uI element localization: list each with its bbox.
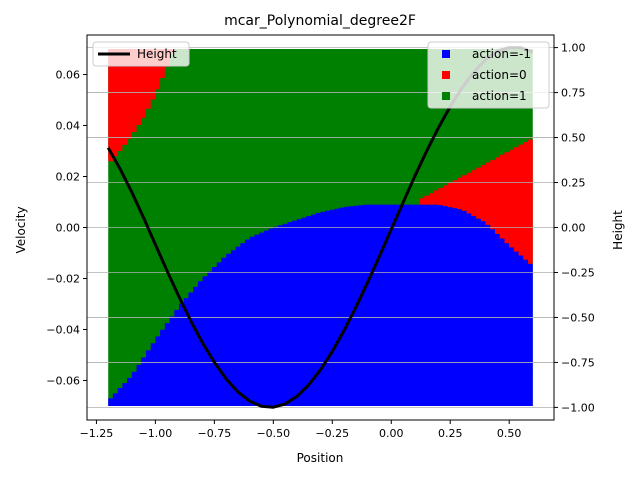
y-tick-label: −0.06 (46, 374, 80, 387)
x-tick-label: 0.50 (497, 427, 522, 440)
y2-tick-label: 0.75 (561, 87, 586, 100)
legend-swatch-action (442, 50, 450, 58)
y-tick-label: 0.04 (56, 120, 81, 133)
x-tick-label: 0.00 (379, 427, 404, 440)
legend-swatch-action (442, 92, 450, 100)
y-tick-label: −0.04 (46, 323, 80, 336)
plot-area (86, 34, 555, 421)
legend-label-action: action=-1 (472, 47, 531, 61)
y2-tick-label: −0.50 (561, 311, 595, 324)
y-tick-label: 0.06 (56, 69, 81, 82)
legend-label-action: action=1 (472, 89, 527, 103)
region-action-0-left (108, 49, 175, 162)
x-tick-label: −0.50 (256, 427, 290, 440)
region-action-0-right (419, 139, 533, 264)
legend-swatch-action (442, 71, 450, 79)
legend-height: Height (92, 41, 190, 67)
x-tick-label: −0.75 (198, 427, 232, 440)
legend-box (92, 41, 190, 67)
chart-title: mcar_Polynomial_degree2F (224, 13, 416, 29)
x-tick-label: −1.25 (80, 427, 114, 440)
y-tick-label: 0.00 (56, 222, 81, 235)
x-tick-label: −0.25 (315, 427, 349, 440)
y-tick-label: −0.02 (46, 272, 80, 285)
y2-tick-label: −0.25 (561, 266, 595, 279)
legend-box (427, 41, 550, 109)
y-tick-label: 0.02 (56, 171, 81, 184)
legend-label-height: Height (137, 47, 177, 61)
y2-tick-label: 0.50 (561, 132, 586, 145)
x-tick-label: −1.00 (139, 427, 173, 440)
y2-axis-ticks: −1.00 −0.75 −0.50 −0.25 0.00 0.25 0.50 0.75 1.00 (554, 42, 595, 414)
x-tick-label: 0.25 (438, 427, 463, 440)
region-action-minus1 (108, 204, 533, 406)
y-axis-ticks: −0.06 −0.04 −0.02 0.00 0.02 0.04 0.06 (46, 69, 87, 387)
y2-axis-label: Height (611, 210, 625, 250)
y-axis-label: Velocity (14, 206, 28, 253)
legend-actions: action=-1 action=0 action=1 (427, 41, 550, 109)
y2-tick-label: 0.00 (561, 222, 586, 235)
y2-tick-label: −0.75 (561, 356, 595, 369)
legend-label-action: action=0 (472, 68, 527, 82)
y2-tick-label: 0.25 (561, 177, 586, 190)
x-axis-label: Position (297, 451, 344, 465)
y2-tick-label: −1.00 (561, 401, 595, 414)
x-axis-ticks: −1.25 −1.00 −0.75 −0.50 −0.25 0.00 0.25 0.50 (80, 420, 522, 440)
y2-tick-label: 1.00 (561, 42, 586, 55)
